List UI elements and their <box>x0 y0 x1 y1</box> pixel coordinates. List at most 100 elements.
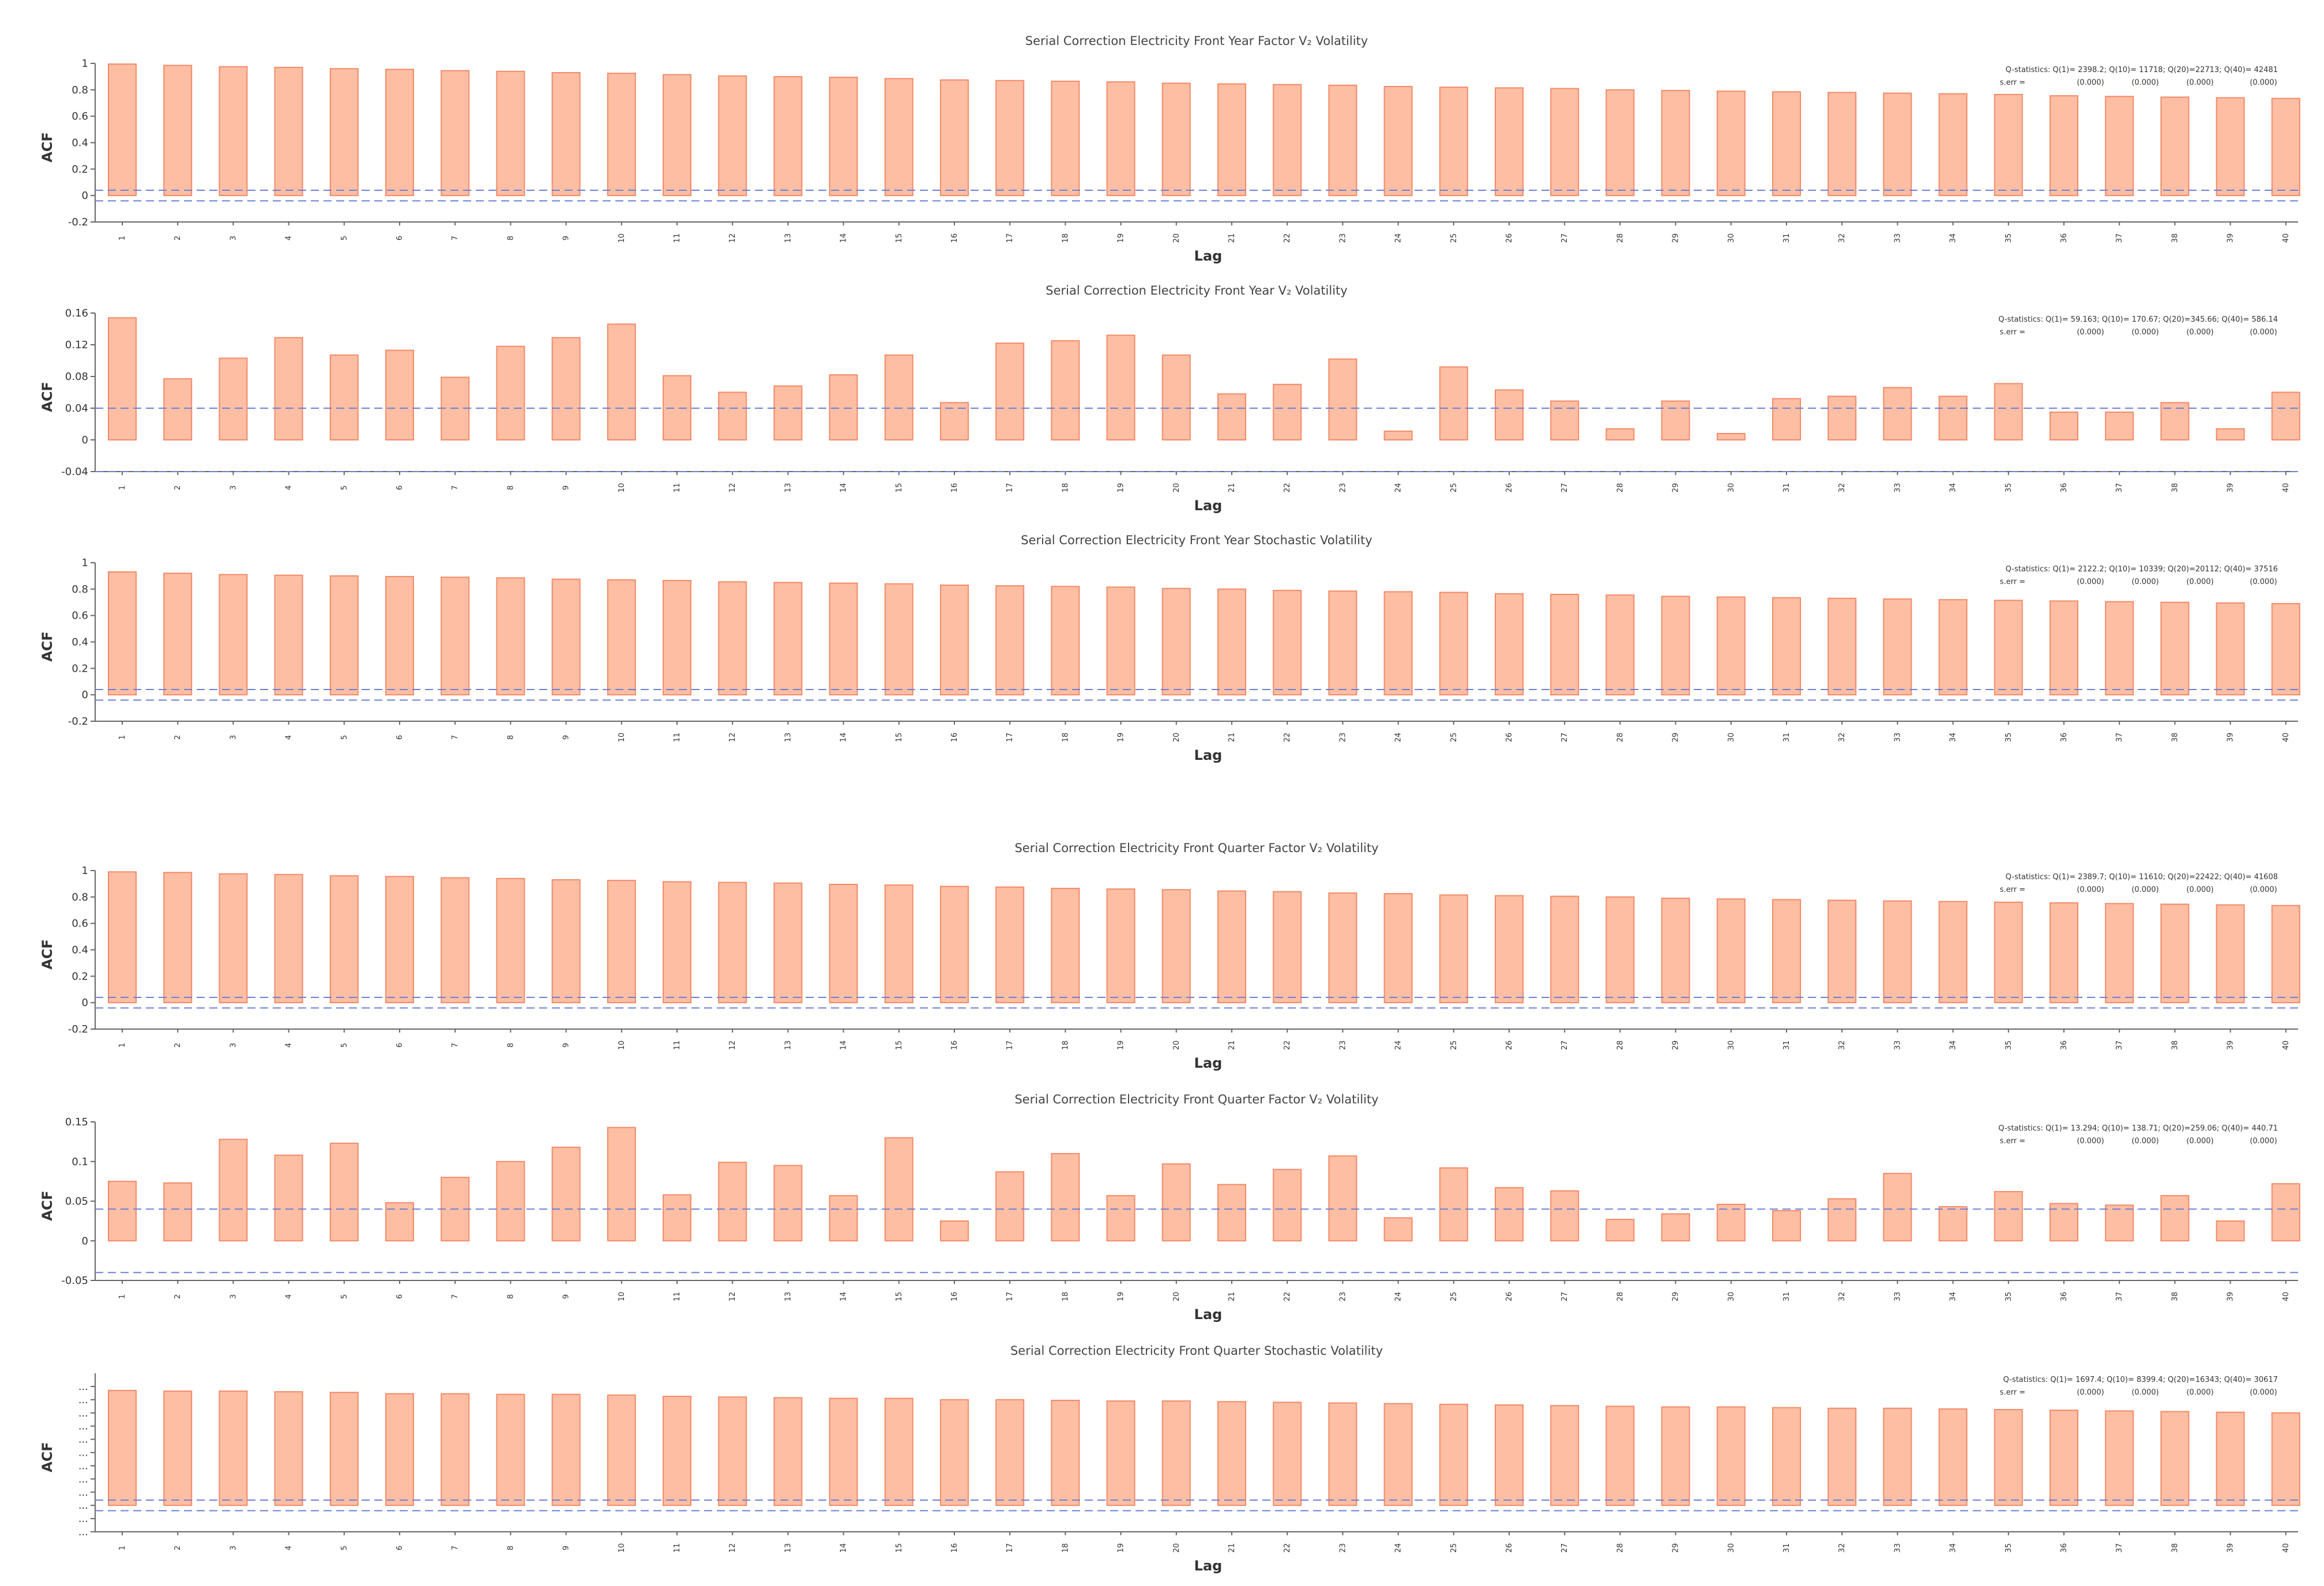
x-tick-label: 13 <box>784 1041 792 1050</box>
acf-bar <box>1383 893 1413 1004</box>
acf-bar <box>718 391 747 440</box>
x-tick-label: 26 <box>1505 1543 1514 1553</box>
acf-bar <box>1217 588 1246 696</box>
acf-bar <box>1495 593 1524 696</box>
x-tick-label: 33 <box>1893 483 1902 493</box>
x-tick-label: 15 <box>895 1292 904 1302</box>
acf-bar <box>663 579 691 696</box>
acf-bar <box>1550 1405 1580 1506</box>
x-tick-label: 34 <box>1949 233 1958 243</box>
acf-bar <box>551 337 581 440</box>
acf-bar <box>1106 1400 1135 1506</box>
acf-bar <box>163 872 193 1004</box>
acf-bar <box>2105 1204 2134 1242</box>
acf-bar <box>1383 1217 1413 1242</box>
x-tick-label: 18 <box>1061 233 1070 243</box>
acf-bar <box>1328 1402 1357 1506</box>
acf-bar <box>1328 590 1357 696</box>
q-pvalue: (0.000) <box>2186 886 2213 894</box>
y-tick-label: 1 <box>82 58 88 70</box>
y-tick-label: ... <box>78 1473 88 1485</box>
x-tick-label: 6 <box>396 485 404 490</box>
y-tick-label: ... <box>78 1381 88 1393</box>
acf-bar <box>2160 402 2190 440</box>
acf-bar <box>1383 86 1413 197</box>
acf-bar <box>1994 902 2023 1004</box>
acf-bar <box>1994 1409 2023 1506</box>
acf-bar <box>385 1393 414 1506</box>
acf-panel-4: Serial Correction Electricity Front Quar… <box>39 841 2300 1071</box>
x-tick-label: 22 <box>1283 483 1292 493</box>
x-tick-label: 38 <box>2171 733 2179 743</box>
x-tick-label: 9 <box>562 1546 571 1550</box>
q-statistics-text: Q-statistics: Q(1)= 2389.7; Q(10)= 11610… <box>2006 873 2278 881</box>
acf-bar <box>1716 1406 1746 1506</box>
acf-panel-2: Serial Correction Electricity Front Year… <box>39 284 2300 514</box>
x-tick-label: 2 <box>174 1294 182 1299</box>
x-tick-label: 30 <box>1727 1292 1736 1302</box>
x-tick-label: 18 <box>1061 483 1070 493</box>
y-tick-label: 0.4 <box>72 636 88 649</box>
q-pvalue: (0.000) <box>2077 328 2104 337</box>
acf-bar <box>385 576 414 696</box>
s-err-label: s.err = <box>2000 328 2025 337</box>
acf-bar <box>1106 81 1135 197</box>
x-tick-label: 38 <box>2171 483 2179 493</box>
y-tick-label: 0.2 <box>72 163 88 175</box>
x-tick-label: 2 <box>174 735 182 740</box>
x-tick-label: 3 <box>229 735 238 740</box>
y-tick-label: 0.2 <box>72 970 88 982</box>
x-tick-label: 40 <box>2282 733 2291 743</box>
x-tick-label: 11 <box>673 1292 682 1302</box>
acf-bar <box>2216 904 2245 1004</box>
q-pvalue: (0.000) <box>2131 578 2158 586</box>
acf-bar <box>1772 91 1801 197</box>
acf-bar <box>940 1220 969 1242</box>
acf-bar <box>1495 1187 1524 1242</box>
acf-bar <box>1051 1153 1080 1242</box>
x-tick-label: 16 <box>950 733 959 743</box>
y-tick-label: ... <box>78 1407 88 1419</box>
acf-bar <box>2105 411 2134 440</box>
x-tick-label: 24 <box>1394 483 1403 493</box>
x-tick-label: 25 <box>1450 233 1458 243</box>
acf-bar <box>607 1394 636 1506</box>
x-tick-label: 12 <box>728 733 737 743</box>
acf-bar <box>2050 600 2078 696</box>
acf-bar <box>496 70 525 197</box>
acf-bar <box>884 583 913 696</box>
x-tick-label: 1 <box>118 735 127 740</box>
acf-bar <box>551 578 581 696</box>
x-tick-label: 32 <box>1838 733 1847 743</box>
acf-bar <box>1439 366 1468 440</box>
y-tick-label: -0.2 <box>68 216 88 228</box>
acf-bar <box>829 1397 858 1506</box>
acf-bar <box>1328 892 1357 1004</box>
x-tick-label: 21 <box>1228 733 1236 743</box>
acf-bar <box>663 1194 691 1242</box>
x-tick-label: 11 <box>673 733 682 743</box>
acf-bar <box>718 581 747 696</box>
acf-bar <box>1106 888 1135 1004</box>
acf-bar <box>1161 889 1191 1004</box>
x-tick-label: 29 <box>1672 1041 1680 1050</box>
acf-bar <box>940 584 969 696</box>
x-tick-label: 30 <box>1727 1543 1736 1553</box>
acf-bar <box>1938 1206 1968 1242</box>
acf-bar <box>884 1397 913 1506</box>
acf-bar <box>385 876 414 1004</box>
acf-bar <box>2216 1220 2245 1242</box>
acf-bar <box>496 577 525 696</box>
x-tick-label: 25 <box>1450 1543 1458 1553</box>
y-tick-label: 0.8 <box>72 891 88 903</box>
x-tick-label: 4 <box>285 1043 294 1048</box>
acf-bar <box>1495 389 1524 440</box>
y-axis-label: ACF <box>39 382 55 412</box>
x-tick-label: 10 <box>618 1041 626 1050</box>
acf-bar <box>1716 1204 1746 1242</box>
acf-bar <box>663 74 691 197</box>
x-tick-label: 8 <box>506 1546 515 1550</box>
x-tick-label: 22 <box>1283 1543 1292 1553</box>
x-tick-label: 12 <box>728 233 737 243</box>
x-tick-label: 2 <box>174 485 182 490</box>
